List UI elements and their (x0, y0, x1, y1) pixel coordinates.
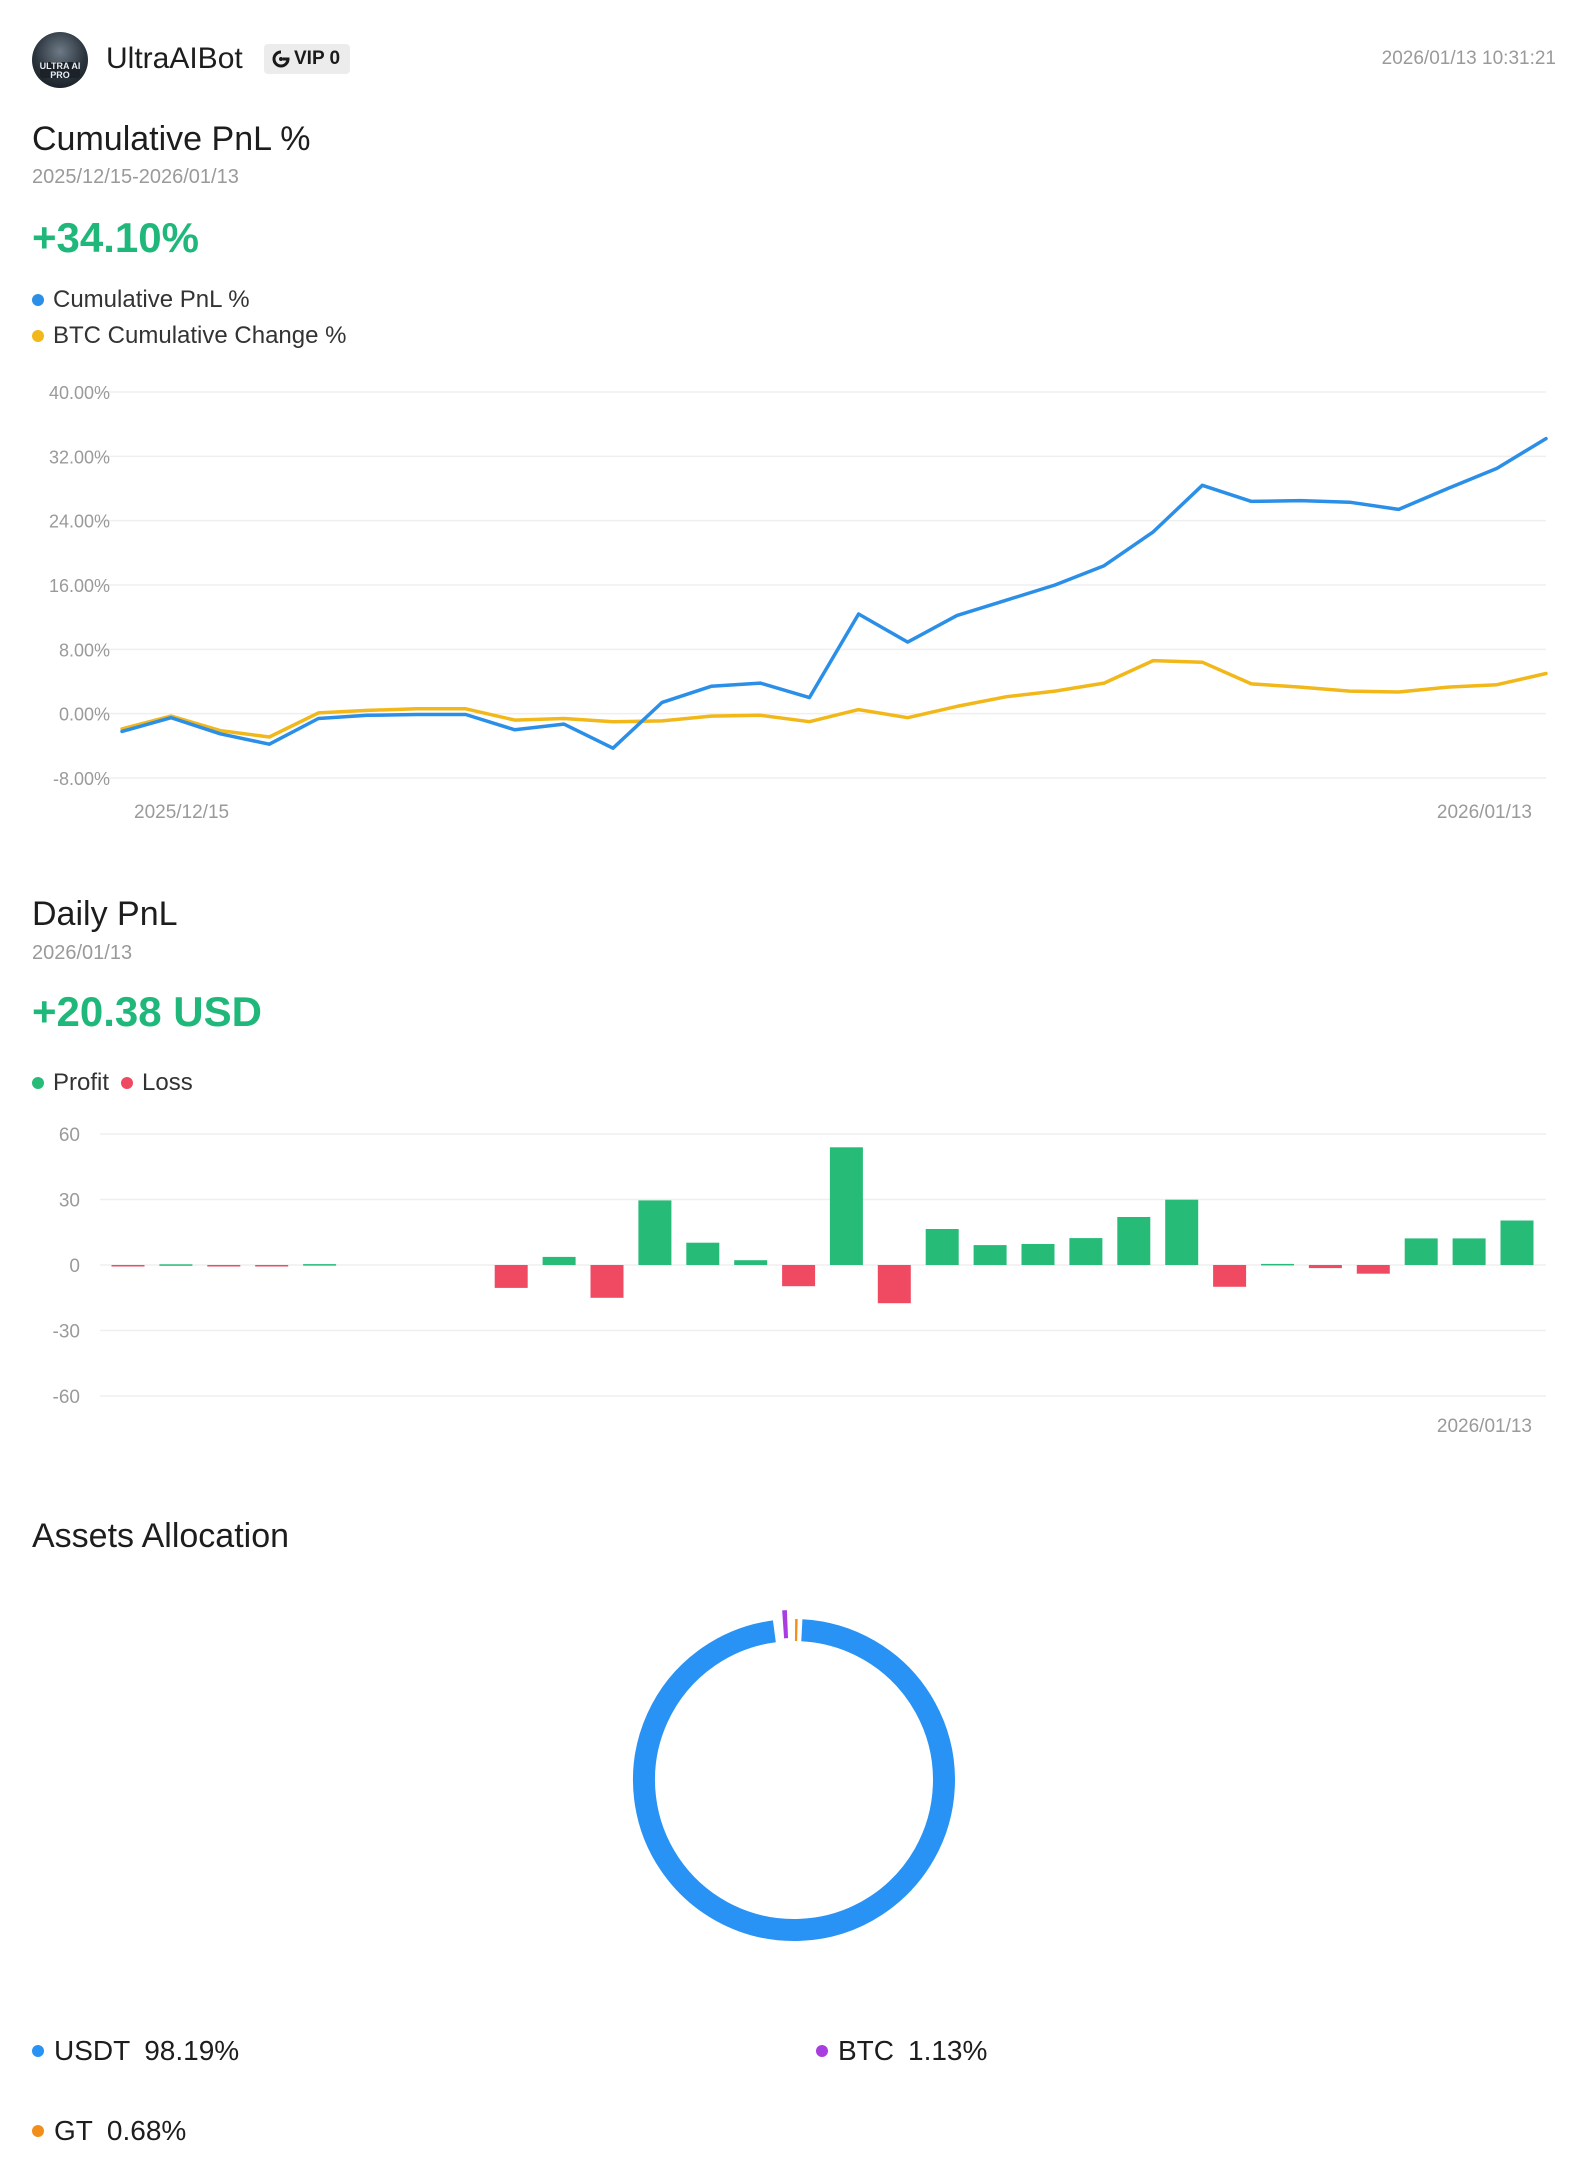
legend-dot-loss (121, 1077, 134, 1089)
loss-bar (207, 1265, 241, 1267)
alloc-label-gt: GT (54, 2115, 93, 2146)
profit-bar (1261, 1263, 1294, 1266)
cumulative-title: Cumulative PnL % (32, 120, 311, 158)
header: ULTRA AI PRO UltraAIBot VIP 0 2026/01/13… (32, 30, 1556, 90)
y-tick-label: 0.00% (59, 705, 110, 725)
alloc-pct-btc: 1.13% (908, 2035, 988, 2066)
alloc-item-usdt: USDT 98.19% (32, 2035, 239, 2067)
assets-donut-chart[interactable] (594, 1580, 994, 1980)
cumulative-date-range: 2025/12/15-2026/01/13 (32, 166, 239, 188)
alloc-dot-usdt (32, 2045, 44, 2057)
daily-date: 2026/01/13 (32, 942, 133, 964)
legend-dot-profit (32, 1077, 44, 1089)
loss-bar (590, 1265, 624, 1298)
y-tick-label: 8.00% (59, 640, 110, 660)
profit-bar (1404, 1238, 1438, 1265)
y-tick-label: 32.00% (49, 447, 110, 467)
y-tick-label: 16.00% (49, 576, 110, 596)
assets-title: Assets Allocation (32, 1517, 290, 1555)
y-tick-label: 60 (59, 1125, 80, 1146)
cumulative-value: +34.10% (32, 214, 199, 261)
legend-dot-btc (32, 330, 44, 342)
profit-bar (973, 1245, 1007, 1265)
alloc-pct-usdt: 98.19% (144, 2035, 240, 2066)
daily-title: Daily PnL (32, 895, 178, 933)
loss-bar (255, 1265, 289, 1267)
x-tick-label: 2025/12/15 (134, 802, 229, 823)
avatar[interactable]: ULTRA AI PRO (32, 32, 88, 88)
y-tick-label: -8.00% (53, 769, 110, 789)
loss-bar (1356, 1265, 1390, 1274)
alloc-item-gt: GT 0.68% (32, 2115, 186, 2147)
cumulative-pnl-chart[interactable]: 40.00% 32.00% 24.00% 16.00% 8.00% 0.00% -8.00%… (0, 370, 1588, 840)
loss-bar (782, 1265, 816, 1287)
loss-bar (877, 1265, 911, 1304)
alloc-dot-btc (816, 2045, 828, 2057)
y-tick-label: 24.00% (49, 512, 110, 532)
loss-bar (1308, 1265, 1342, 1269)
profit-bar (1500, 1220, 1534, 1265)
profit-bar (159, 1264, 193, 1266)
profit-bar (638, 1200, 672, 1265)
alloc-item-btc: BTC 1.13% (816, 2035, 987, 2067)
profit-bar (1069, 1238, 1103, 1265)
y-tick-label: -60 (53, 1387, 80, 1408)
profit-bar (734, 1260, 768, 1265)
x-tick-label: 2026/01/13 (1437, 802, 1532, 823)
profit-bar (1021, 1244, 1055, 1265)
series-line-pnl (120, 436, 1548, 750)
profit-bar (1165, 1199, 1199, 1265)
x-tick-label: 2026/01/13 (1437, 1416, 1532, 1437)
loss-bar (111, 1265, 145, 1267)
y-tick-label: 30 (59, 1191, 80, 1212)
profit-bar (686, 1242, 720, 1265)
legend-btc-change[interactable]: BTC Cumulative Change % (32, 322, 346, 350)
profit-bar (1117, 1217, 1151, 1265)
daily-legend: Profit Loss (32, 1069, 193, 1097)
loss-bar (494, 1265, 528, 1288)
series-line-btc (120, 658, 1548, 739)
profit-bar (1452, 1238, 1486, 1265)
alloc-dot-gt (32, 2125, 44, 2137)
legend-label-pnl: Cumulative PnL % (53, 286, 250, 313)
daily-pnl-chart[interactable]: 60 30 0 -30 -60 2026/01/13 (0, 1120, 1588, 1450)
avatar-badge (40, 62, 80, 78)
legend-dot-pnl (32, 294, 44, 306)
legend-label-btc: BTC Cumulative Change % (53, 322, 347, 349)
profit-bar (303, 1264, 337, 1266)
loss-bar (1213, 1265, 1247, 1287)
vip-badge: VIP 0 (264, 44, 351, 74)
alloc-label-btc: BTC (838, 2035, 894, 2066)
y-tick-label: 40.00% (49, 383, 110, 403)
vip-label: VIP 0 (294, 48, 341, 69)
y-tick-label: 0 (69, 1256, 80, 1277)
profit-bar (925, 1229, 959, 1265)
avatar-text: ULTRA AI PRO (39, 61, 81, 80)
alloc-pct-gt: 0.68% (106, 2115, 187, 2146)
profit-bar (542, 1256, 576, 1265)
y-tick-label: -30 (53, 1322, 80, 1343)
legend-label-loss[interactable]: Loss (142, 1069, 193, 1096)
daily-value: +20.38 USD (32, 988, 262, 1035)
legend-cumulative-pnl[interactable]: Cumulative PnL % (32, 286, 250, 314)
timestamp: 2026/01/13 10:31:21 (1381, 48, 1556, 69)
app-name: UltraAIBot (106, 42, 243, 75)
legend-label-profit[interactable]: Profit (53, 1069, 110, 1096)
pie-slice-usdt (633, 1619, 955, 1941)
profit-bar (829, 1147, 863, 1265)
alloc-label-usdt: USDT (54, 2035, 131, 2066)
vip-icon (272, 50, 290, 68)
